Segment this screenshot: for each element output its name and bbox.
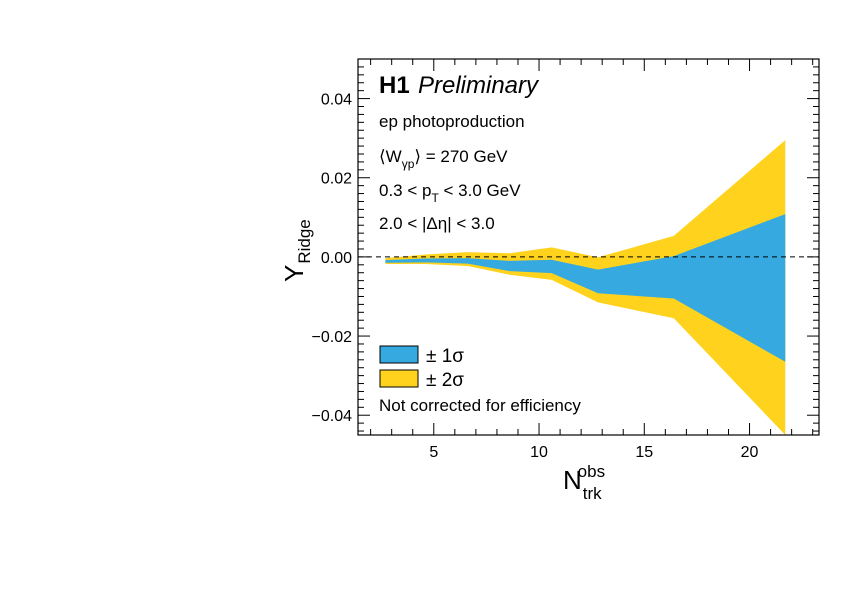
annotation-energy: ⟨Wγp⟩ = 270 GeV — [379, 147, 508, 171]
y-axis-label: YRidge — [279, 219, 314, 282]
annotation-efficiency: Not corrected for efficiency — [379, 396, 581, 415]
x-tick-label: 5 — [429, 444, 438, 461]
y-tick-label: 0.02 — [321, 171, 352, 188]
y-tick-label: 0.04 — [321, 92, 352, 109]
x-tick-label: 20 — [741, 444, 759, 461]
x-tick-label: 10 — [530, 444, 548, 461]
experiment-label: H1 — [379, 72, 410, 99]
axis-ticks: 5 10 15 20 −0.04 −0.02 0.00 0.02 0.04 — [312, 58, 819, 461]
y-tick-label: 0.00 — [321, 250, 352, 267]
x-tick-label: 15 — [635, 444, 653, 461]
annotation-eta: 2.0 < |Δη| < 3.0 — [379, 214, 495, 233]
x-axis-label: Ntrkobs — [563, 462, 605, 503]
band-1sigma — [385, 214, 786, 362]
y-tick-label: −0.04 — [312, 408, 353, 425]
annotation-process: ep photoproduction — [379, 112, 525, 131]
status-label: Preliminary — [418, 72, 540, 99]
y-tick-label: −0.02 — [312, 329, 353, 346]
legend-label-1sigma: ± 1σ — [426, 346, 464, 367]
legend-swatch-2sigma — [379, 369, 419, 388]
annotation-pt: 0.3 < pT < 3.0 GeV — [379, 181, 521, 205]
legend-label-2sigma: ± 2σ — [426, 370, 464, 391]
legend-swatch-1sigma — [379, 345, 419, 364]
plot-frame — [357, 58, 820, 436]
uncertainty-bands — [385, 140, 786, 435]
